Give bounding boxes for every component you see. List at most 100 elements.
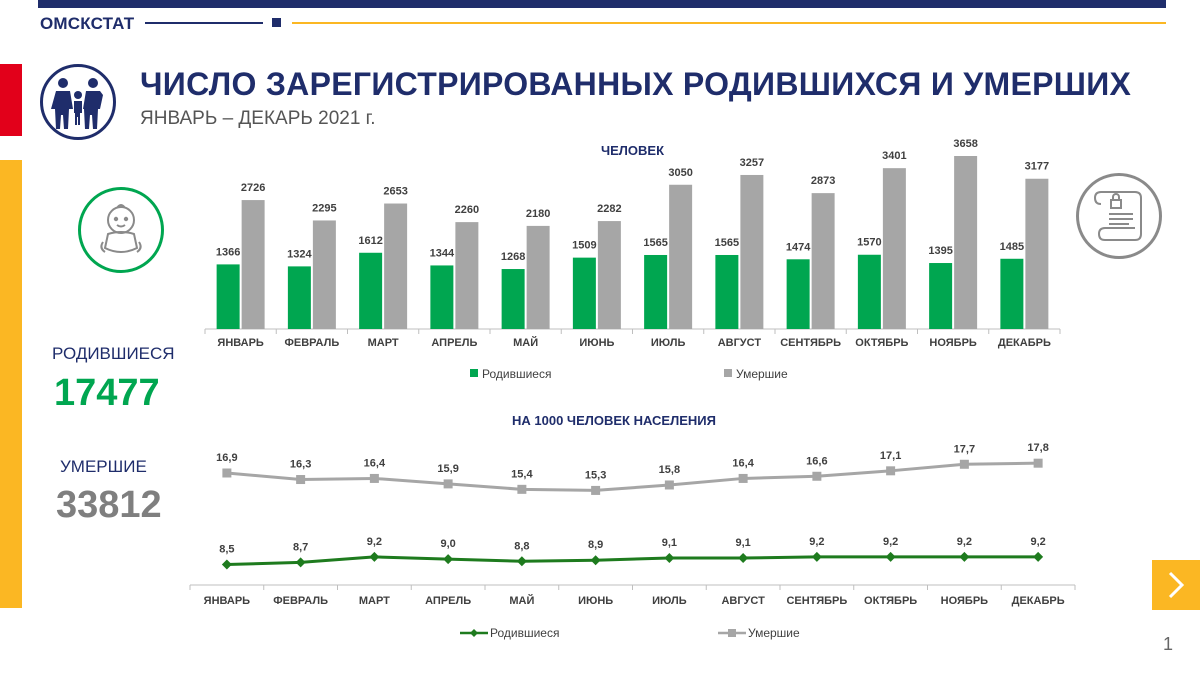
bar-category-label: СЕНТЯБРЬ [780,337,841,349]
deaths-bar-label: 2180 [526,208,550,220]
bar-category-label: ДЕКАБРЬ [998,337,1051,349]
bar-category-label: ИЮНЬ [579,337,614,349]
bar-category-label: ИЮЛЬ [651,337,686,349]
births-bar-label: 1570 [857,237,881,249]
births-rate-label: 9,2 [957,536,972,548]
births-bar [287,266,311,329]
births-label: РОДИВШИЕСЯ [52,344,175,363]
page-subtitle: ЯНВАРЬ – ДЕКАРЬ 2021 г. [140,108,376,129]
deaths-bar [384,203,408,329]
deaths-rate-label: 16,4 [364,457,386,469]
deaths-rate-label: 17,7 [954,443,975,455]
births-rate-line [226,555,1039,567]
deaths-bar-label: 3050 [668,167,692,179]
bar-category-label: АВГУСТ [718,337,762,349]
baby-icon [78,187,164,273]
deaths-bar-label: 3177 [1025,161,1049,173]
births-bar-label: 1565 [715,237,739,249]
legend-deaths-rate-label: Умершие [748,626,800,640]
page-number: 1 [1163,634,1174,654]
deaths-bar [882,168,906,329]
births-bar-label: 1509 [572,240,596,252]
births-rate-label: 8,7 [293,541,308,553]
next-slide-button[interactable] [1152,560,1200,610]
births-bar-label: 1612 [358,235,382,247]
births-rate-point [664,553,675,564]
deaths-label: УМЕРШИЕ [60,457,147,476]
births-bar-label: 1268 [501,251,525,263]
line-category-label: ДЕКАБРЬ [1012,595,1065,607]
line-category-label: СЕНТЯБРЬ [786,595,847,607]
bar-chart-people: ЧЕЛОВЕК 1366 2726 ЯНВАРЬ 1324 2295 ФЕВРАЛЬ 1612… [204,138,1061,381]
deaths-rate-label: 16,6 [806,455,827,467]
bar-category-label: ОКТЯБРЬ [855,337,908,349]
bar-category-label: МАЙ [513,336,538,349]
deaths-bar [455,222,479,329]
line-category-label: АВГУСТ [721,595,765,607]
births-bar [430,265,454,329]
deaths-rate-line [226,461,1039,492]
legend-deaths-rate-marker [728,629,736,637]
deaths-rate-label: 15,9 [437,463,458,475]
deaths-bar [597,221,621,329]
births-rate-point [590,555,601,566]
births-bar [572,257,596,329]
births-rate-point [443,554,454,565]
births-rate-point [959,551,970,562]
line-category-label: АПРЕЛЬ [425,595,471,607]
deaths-bar-label: 2295 [312,202,336,214]
births-bar [857,254,881,329]
births-rate-label: 9,2 [883,536,898,548]
legend-births-label: Родившиеся [482,367,551,381]
deaths-rate-point [664,480,674,490]
births-bar-label: 1485 [1000,241,1024,253]
deaths-bar [669,184,693,329]
chevron-right-icon [1168,571,1185,599]
births-rate-label: 8,9 [588,539,603,551]
births-bar-label: 1344 [430,247,455,259]
births-rate-label: 9,1 [662,537,677,549]
line-category-label: ОКТЯБРЬ [864,595,917,607]
births-bar [216,264,240,329]
births-rate-point [221,559,232,570]
org-divider-blue [145,22,263,24]
deaths-rate-label: 16,9 [216,452,237,464]
births-bar-label: 1474 [786,241,811,253]
line-category-label: НОЯБРЬ [941,595,989,607]
line-category-label: ИЮНЬ [578,595,613,607]
births-bar-label: 1395 [928,245,952,257]
deaths-bar-label: 2260 [455,204,479,216]
births-rate-label: 8,5 [219,544,234,556]
deaths-bar [954,156,978,329]
bar-category-label: НОЯБРЬ [929,337,977,349]
births-rate-label: 9,1 [735,537,750,549]
births-rate-point [516,556,527,567]
deaths-rate-point [959,459,969,469]
deaths-rate-label: 15,4 [511,468,533,480]
deaths-rate-label: 15,3 [585,469,606,481]
births-rate-label: 9,2 [367,536,382,548]
deaths-rate-point [296,475,306,485]
births-rate-point [885,551,896,562]
left-red-accent [0,64,22,136]
births-rate-point [738,553,749,564]
births-rate-label: 9,2 [809,536,824,548]
deaths-bar [312,220,336,329]
births-bar [644,254,668,329]
legend-births-swatch [470,369,478,377]
deaths-bar [1025,178,1049,329]
legend-births-rate-marker [470,629,478,637]
top-accent-bar [38,0,1166,8]
line-category-label: ФЕВРАЛЬ [273,595,328,607]
deaths-rate-point [443,479,453,489]
legend-births-rate-label: Родившиеся [490,626,559,640]
bar-category-label: МАРТ [368,337,399,349]
deaths-rate-point [591,485,601,495]
left-yellow-accent [0,160,22,608]
births-bar-label: 1366 [216,246,240,258]
deaths-rate-label: 16,4 [732,457,754,469]
line-category-label: ИЮЛЬ [652,595,687,607]
deaths-rate-label: 15,8 [659,464,680,476]
legend-deaths-swatch [724,369,732,377]
births-bar [359,252,383,329]
